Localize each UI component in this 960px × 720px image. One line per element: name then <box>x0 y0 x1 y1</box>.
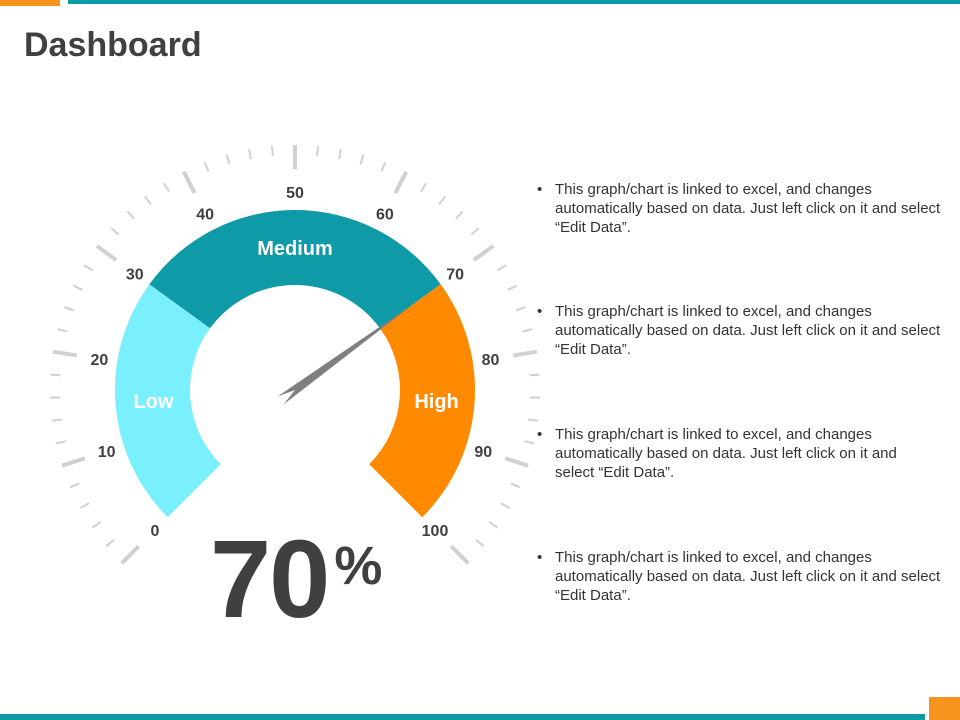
gauge-major-tick <box>181 170 197 194</box>
gauge-major-tick <box>504 456 529 468</box>
gauge-value: 70 <box>210 518 330 641</box>
bullet: • <box>537 303 543 320</box>
gauge-minor-tick <box>420 182 428 193</box>
gauge-tick-label: 40 <box>196 207 214 224</box>
gauge-minor-tick <box>338 149 342 160</box>
bullet: • <box>537 426 543 443</box>
gauge-minor-tick <box>83 264 94 272</box>
gauge-tick-label: 80 <box>482 352 500 369</box>
gauge-tick-label: 60 <box>376 207 394 224</box>
gauge-major-tick <box>449 544 470 565</box>
note-item: • This graph/chart is linked to excel, an… <box>535 302 945 359</box>
gauge-minor-tick <box>515 306 526 312</box>
gauge-minor-tick <box>55 440 66 445</box>
gauge-band-high <box>369 284 475 518</box>
note-item: • This graph/chart is linked to excel, an… <box>535 425 915 482</box>
gauge-minor-tick <box>225 154 231 165</box>
gauge-minor-tick <box>105 539 115 547</box>
gauge-minor-tick <box>500 502 511 509</box>
gauge-minor-tick <box>438 195 446 205</box>
gauge-minor-tick <box>510 482 521 489</box>
gauge-minor-tick <box>507 284 518 291</box>
gauge-needle <box>277 301 417 405</box>
gauge-tick-label: 50 <box>286 185 304 202</box>
gauge-minor-tick <box>455 210 464 220</box>
gauge-major-tick <box>61 456 86 468</box>
note-text: This graph/chart is linked to excel, and… <box>555 303 941 358</box>
gauge-major-tick <box>120 544 141 565</box>
gauge-minor-tick <box>380 161 387 172</box>
gauge-minor-tick <box>126 210 135 220</box>
gauge-band-low <box>114 284 221 518</box>
gauge-minor-tick <box>203 161 210 172</box>
gauge-minor-tick <box>528 418 539 422</box>
gauge-minor-tick <box>72 284 83 291</box>
bullet: • <box>537 549 543 566</box>
gauge-band-label: Low <box>133 391 173 413</box>
gauge-minor-tick <box>270 145 274 157</box>
note-item: • This graph/chart is linked to excel, an… <box>535 180 945 237</box>
note-text: This graph/chart is linked to excel, and… <box>555 426 897 481</box>
note-text: This graph/chart is linked to excel, and… <box>555 181 941 236</box>
gauge-band-label: High <box>414 391 458 413</box>
gauge-band-medium <box>149 210 441 329</box>
gauge-minor-tick <box>524 440 535 445</box>
gauge-minor-tick <box>110 227 120 236</box>
gauge-minor-tick <box>359 154 365 165</box>
gauge-minor-tick <box>79 502 90 509</box>
note-item: • This graph/chart is linked to excel, an… <box>535 548 945 605</box>
gauge-tick-label: 70 <box>446 267 464 284</box>
gauge-minor-tick <box>69 482 80 489</box>
gauge-minor-tick <box>144 195 152 205</box>
gauge-tick-label: 30 <box>126 267 144 284</box>
gauge-minor-tick <box>488 521 499 529</box>
gauge-tick-label: 0 <box>151 523 160 540</box>
bottom-accent-square <box>929 697 960 720</box>
gauge-band-label: Medium <box>257 238 333 260</box>
top-accent-teal <box>68 0 960 4</box>
gauge-minor-tick <box>316 145 320 157</box>
gauge-minor-tick <box>248 149 252 160</box>
gauge-tick-label: 20 <box>91 352 109 369</box>
gauge-tick-label: 90 <box>474 444 492 461</box>
gauge-minor-tick <box>529 373 540 377</box>
note-text: This graph/chart is linked to excel, and… <box>555 549 941 604</box>
gauge-major-tick <box>95 244 118 262</box>
gauge-minor-tick <box>50 373 61 377</box>
gauge-tick-label: 10 <box>98 444 116 461</box>
gauge-minor-tick <box>57 328 68 333</box>
gauge-minor-tick <box>496 264 507 272</box>
gauge-minor-tick <box>91 521 102 529</box>
gauge-major-tick <box>512 349 538 358</box>
gauge-major-tick <box>52 349 78 358</box>
gauge-minor-tick <box>162 182 170 193</box>
gauge-minor-tick <box>64 306 75 312</box>
bullet: • <box>537 181 543 198</box>
gauge-value-display: 70% <box>210 525 382 635</box>
page-title: Dashboard <box>24 26 202 64</box>
gauge-minor-tick <box>475 539 485 547</box>
top-accent-orange <box>0 0 60 6</box>
gauge-unit: % <box>334 536 382 596</box>
gauge-major-tick <box>472 244 495 262</box>
bottom-accent-teal <box>0 714 925 720</box>
gauge-major-tick <box>393 170 409 194</box>
gauge-tick-label: 100 <box>422 523 449 540</box>
gauge-minor-tick <box>522 328 533 333</box>
gauge-minor-tick <box>470 227 480 236</box>
gauge-minor-tick <box>51 418 62 422</box>
